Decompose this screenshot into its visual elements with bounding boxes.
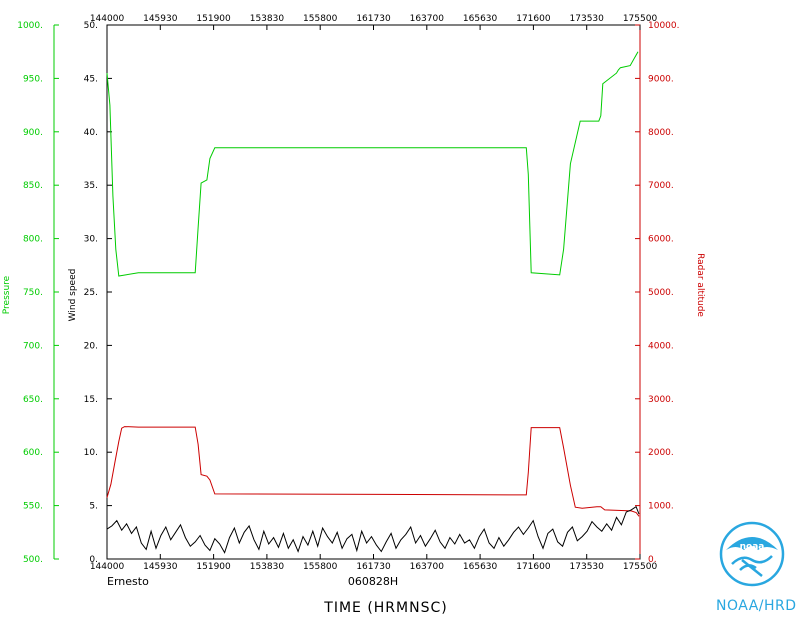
x-tick-label-top: 144000	[90, 14, 125, 24]
noaa-logo-text: noaa	[740, 542, 765, 552]
wind-tick-label: 25.	[84, 288, 98, 298]
altitude-tick-label: 3000.	[648, 395, 674, 405]
x-tick-label-top: 175500	[623, 14, 658, 24]
x-tick-label-bottom: 171600	[516, 562, 551, 572]
x-tick-label-bottom: 144000	[90, 562, 125, 572]
noaa-logo-icon: noaa	[719, 521, 785, 587]
x-tick-label-bottom: 165630	[463, 562, 498, 572]
altitude-tick-label: 6000.	[648, 235, 674, 245]
pressure-tick-label: 800.	[23, 235, 43, 245]
wind-tick-label: 20.	[84, 341, 98, 351]
x-tick-label-bottom: 155800	[303, 562, 338, 572]
x-tick-label-bottom: 145930	[143, 562, 178, 572]
wind-tick-label: 35.	[84, 181, 98, 191]
pressure-axis-label: Pressure	[2, 275, 12, 314]
wind-tick-label: 0.	[89, 555, 98, 565]
altitude-tick-label: 1000.	[648, 502, 674, 512]
wind-tick-label: 30.	[84, 235, 98, 245]
pressure-tick-label: 700.	[23, 341, 43, 351]
altitude-tick-label: 4000.	[648, 341, 674, 351]
pressure-tick-label: 950.	[23, 74, 43, 84]
x-tick-label-top: 171600	[516, 14, 551, 24]
x-tick-label-top: 151900	[196, 14, 231, 24]
x-tick-label-top: 153830	[250, 14, 285, 24]
altitude-tick-label: 10000.	[648, 21, 680, 31]
pressure-series-line	[106, 51, 639, 277]
wind-axis-label: Wind speed	[68, 269, 78, 322]
altitude-tick-label: 5000.	[648, 288, 674, 298]
plot-frame	[106, 24, 641, 560]
x-tick-label-bottom: 153830	[250, 562, 285, 572]
org-label: NOAA/HRD	[716, 598, 797, 614]
pressure-tick-label: 1000.	[17, 21, 43, 31]
x-tick-group: 144000 144000 145930 145930 151900 151900 1538…	[90, 14, 658, 572]
pressure-tick-label: 900.	[23, 128, 43, 138]
x-tick-label-top: 173530	[570, 14, 605, 24]
pressure-tick-label: 750.	[23, 288, 43, 298]
x-tick-label-bottom: 173530	[570, 562, 605, 572]
altitude-tick-label: 8000.	[648, 128, 674, 138]
x-tick-label-bottom: 163700	[410, 562, 445, 572]
pressure-tick-label: 600.	[23, 448, 43, 458]
pressure-tick-label: 650.	[23, 395, 43, 405]
pressure-tick-label: 550.	[23, 502, 43, 512]
x-tick-label-bottom: 161730	[356, 562, 391, 572]
pressure-tick-label: 500.	[23, 555, 43, 565]
x-tick-label-top: 155800	[303, 14, 338, 24]
wind-tick-label: 45.	[84, 74, 98, 84]
x-tick-label-top: 145930	[143, 14, 178, 24]
altitude-axis-label: Radar altitude	[695, 253, 705, 317]
wind-tick-label: 5.	[89, 502, 98, 512]
pressure-tick-label: 850.	[23, 181, 43, 191]
y-tick-group: 0. 500. 0. 5. 550. 1000. 10. 600. 2000. 15. 650. 30…	[17, 21, 679, 565]
wind-tick-label: 15.	[84, 395, 98, 405]
wind-tick-label: 10.	[84, 448, 98, 458]
x-axis-title: TIME (HRMNSC)	[323, 600, 447, 616]
wind-tick-label: 50.	[84, 21, 98, 31]
x-tick-label-top: 165630	[463, 14, 498, 24]
x-tick-label-bottom: 175500	[623, 562, 658, 572]
storm-name: Ernesto	[107, 575, 149, 588]
altitude-series-line	[106, 426, 640, 517]
altitude-tick-label: 7000.	[648, 181, 674, 191]
altitude-tick-label: 0.	[648, 555, 657, 565]
x-tick-label-bottom: 151900	[196, 562, 231, 572]
date-label: 060828H	[348, 575, 398, 588]
wind-tick-label: 40.	[84, 128, 98, 138]
altitude-tick-label: 2000.	[648, 448, 674, 458]
altitude-tick-label: 9000.	[648, 74, 674, 84]
wind-series-line	[106, 505, 640, 554]
x-tick-label-top: 161730	[356, 14, 391, 24]
x-tick-label-top: 163700	[410, 14, 445, 24]
series-group	[106, 51, 640, 554]
